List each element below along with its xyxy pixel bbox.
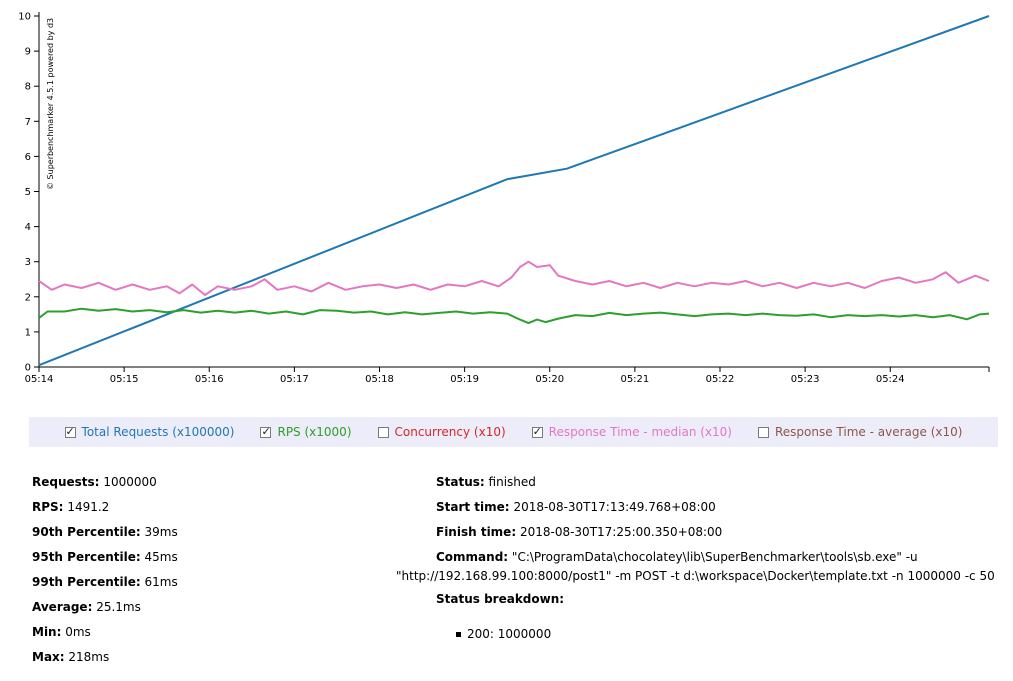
legend-label-total-requests: Total Requests (x100000) <box>81 425 235 439</box>
stat-p95: 95th Percentile: 45ms <box>32 549 178 574</box>
finish-time-label: Finish time: <box>436 525 517 539</box>
stat-value: 1491.2 <box>67 500 110 514</box>
legend-item-total-requests[interactable]: Total Requests (x100000) <box>64 425 235 439</box>
stat-average: Average: 25.1ms <box>32 599 178 624</box>
stats-summary: Requests: 1000000 RPS: 1491.2 90th Perce… <box>32 474 178 674</box>
legend-item-concurrency[interactable]: Concurrency (x10) <box>377 425 506 439</box>
y-tick-label: 10 <box>18 12 31 23</box>
series-line-total-requests-x100000 <box>38 15 990 367</box>
x-tick-label: 05:21 <box>620 374 649 385</box>
stat-label: Average: <box>32 600 93 614</box>
series-line-response-time-median-x10 <box>38 260 990 296</box>
x-tick-label: 05:18 <box>365 374 394 385</box>
x-tick-label: 05:16 <box>195 374 224 385</box>
legend-checkbox-response-average[interactable] <box>757 426 769 438</box>
chart-legend: Total Requests (x100000) RPS (x1000) Con… <box>29 417 998 447</box>
finish-time-value: 2018-08-30T17:25:00.350+08:00 <box>519 525 723 539</box>
stat-rps: RPS: 1491.2 <box>32 499 178 524</box>
start-time-label: Start time: <box>436 500 510 514</box>
status-breakdown-value: 200: 1000000 <box>467 627 552 641</box>
y-tick-label: 7 <box>25 117 31 128</box>
finish-time-row: Finish time: 2018-08-30T17:25:00.350+08:… <box>436 524 996 549</box>
run-details: Status: finished Start time: 2018-08-30T… <box>396 474 996 616</box>
stat-max: Max: 218ms <box>32 649 178 674</box>
stat-label: Requests: <box>32 475 100 489</box>
y-tick-label: 9 <box>25 47 31 58</box>
legend-checkbox-rps[interactable] <box>260 425 272 438</box>
status-breakdown-item: 200: 1000000 <box>456 627 551 641</box>
command-row: Command: "C:\ProgramData\chocolatey\lib\… <box>396 549 996 591</box>
status-breakdown-row: Status breakdown: <box>436 591 996 616</box>
status-label: Status: <box>436 475 485 489</box>
chart-watermark: © Superbenchmarker 4.5.1 powered by d3 <box>46 18 55 190</box>
command-label: Command: <box>436 550 509 564</box>
legend-label-rps: RPS (x1000) <box>277 425 352 439</box>
stat-label: RPS: <box>32 500 64 514</box>
x-tick-label: 05:24 <box>876 374 905 385</box>
y-tick-label: 3 <box>25 257 31 268</box>
x-tick-label: 05:22 <box>706 374 735 385</box>
y-axis: 0 1 2 3 4 5 6 7 8 9 10 <box>18 12 40 374</box>
start-time-value: 2018-08-30T17:13:49.768+08:00 <box>513 500 716 514</box>
stat-label: Max: <box>32 650 65 664</box>
legend-checkbox-concurrency[interactable] <box>377 426 389 438</box>
status-row: Status: finished <box>436 474 996 499</box>
command-line-1: Command: "C:\ProgramData\chocolatey\lib\… <box>436 549 918 566</box>
stat-value: 1000000 <box>103 475 157 489</box>
y-tick-label: 2 <box>25 292 31 303</box>
stat-label: 99th Percentile: <box>32 575 141 589</box>
y-tick-label: 1 <box>25 327 31 338</box>
status-breakdown-label: Status breakdown: <box>436 592 565 606</box>
stat-label: 90th Percentile: <box>32 525 141 539</box>
x-tick-label: 05:14 <box>25 374 54 385</box>
legend-label-concurrency: Concurrency (x10) <box>394 425 506 439</box>
y-tick-label: 4 <box>25 222 31 233</box>
legend-item-response-average[interactable]: Response Time - average (x10) <box>757 425 963 439</box>
stat-requests: Requests: 1000000 <box>32 474 178 499</box>
command-line-2: "http://192.168.99.100:8000/post1" -m PO… <box>396 569 995 583</box>
y-tick-label: 8 <box>25 82 31 93</box>
y-tick-label: 5 <box>25 187 31 198</box>
y-tick-label: 6 <box>25 152 31 163</box>
stat-p90: 90th Percentile: 39ms <box>32 524 178 549</box>
stat-min: Min: 0ms <box>32 624 178 649</box>
legend-item-rps[interactable]: RPS (x1000) <box>260 425 352 439</box>
stat-value: 0ms <box>65 625 91 639</box>
legend-checkbox-response-median[interactable] <box>531 425 543 438</box>
legend-item-response-median[interactable]: Response Time - median (x10) <box>531 425 732 439</box>
legend-label-response-average: Response Time - average (x10) <box>774 425 963 439</box>
start-time-row: Start time: 2018-08-30T17:13:49.768+08:0… <box>436 499 996 524</box>
x-tick-label: 05:19 <box>450 374 479 385</box>
series-layer <box>38 15 990 367</box>
x-tick-label: 05:15 <box>110 374 139 385</box>
stat-label: Min: <box>32 625 62 639</box>
stat-value: 39ms <box>144 525 178 539</box>
bullet-icon <box>456 631 461 637</box>
y-tick-label: 0 <box>25 363 31 374</box>
x-axis: 05:14 05:15 05:16 05:17 05:18 05:19 05:20 05:21… <box>25 366 990 385</box>
command-value-1: "C:\ProgramData\chocolatey\lib\SuperBenc… <box>511 550 918 564</box>
stat-label: 95th Percentile: <box>32 550 141 564</box>
stat-value: 61ms <box>144 575 178 589</box>
stat-value: 218ms <box>68 650 110 664</box>
legend-label-response-median: Response Time - median (x10) <box>548 425 732 439</box>
status-value: finished <box>488 475 536 489</box>
stat-p99: 99th Percentile: 61ms <box>32 574 178 599</box>
stat-value: 45ms <box>144 550 178 564</box>
x-tick-label: 05:20 <box>535 374 564 385</box>
series-line-rps-x1000 <box>38 307 990 325</box>
line-chart: 05:14 05:15 05:16 05:17 05:18 05:19 05:20 05:21… <box>18 12 990 385</box>
stat-value: 25.1ms <box>96 600 141 614</box>
x-tick-label: 05:17 <box>280 374 309 385</box>
x-tick-label: 05:23 <box>791 374 820 385</box>
legend-checkbox-total-requests[interactable] <box>64 425 76 438</box>
